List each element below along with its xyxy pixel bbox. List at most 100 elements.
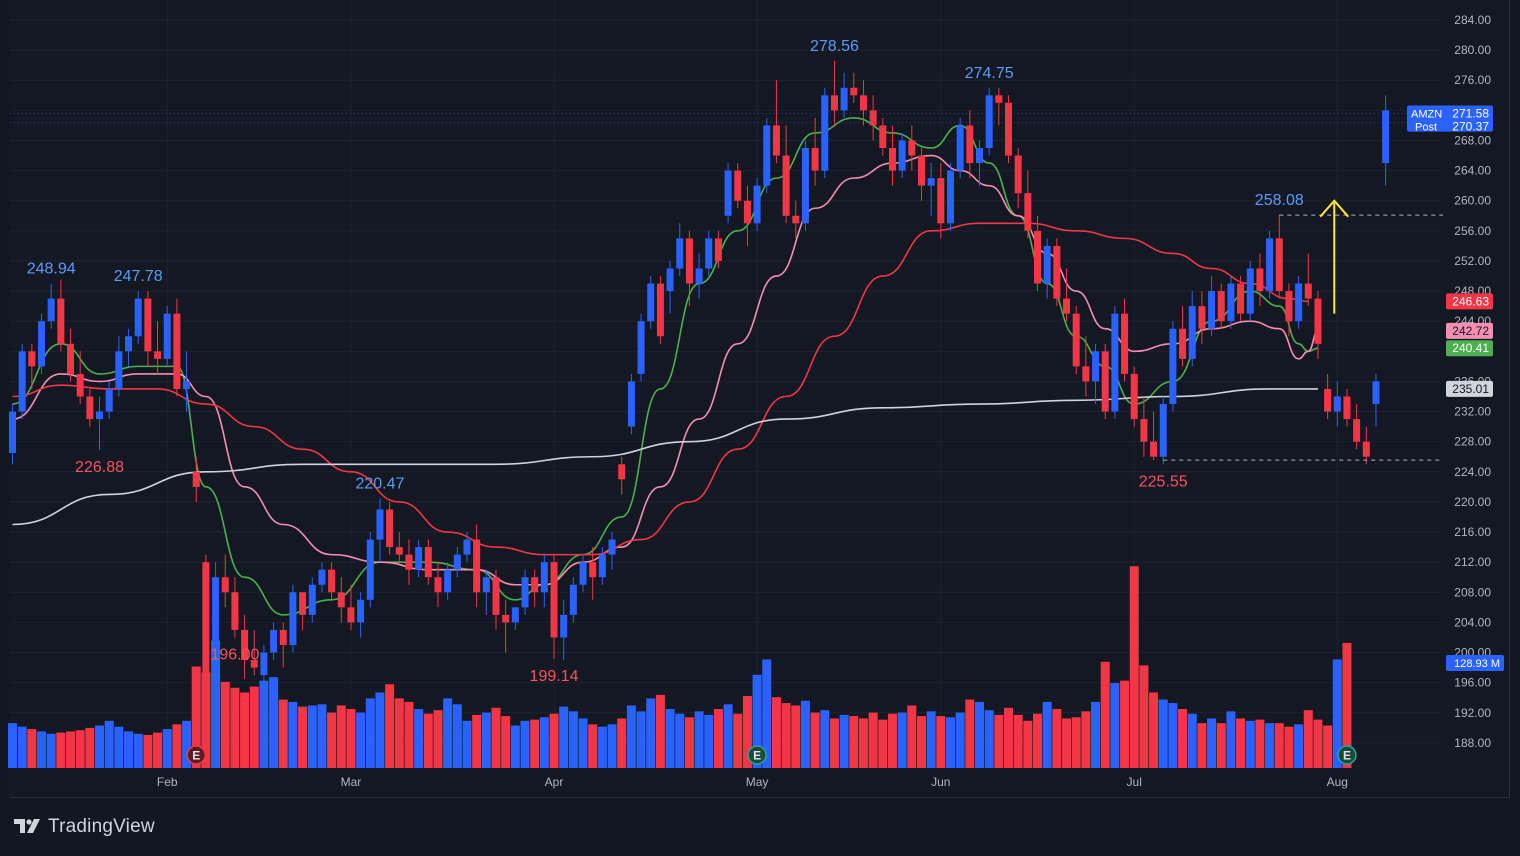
candle-body — [569, 584, 577, 615]
candle-body — [1130, 373, 1138, 420]
candle — [115, 336, 123, 397]
volume-bar — [955, 712, 965, 768]
candle-body — [386, 509, 394, 548]
volume-bar — [742, 696, 752, 768]
price-tick-label: 232.00 — [1454, 405, 1491, 419]
candle — [502, 599, 510, 653]
volume-bar — [839, 714, 849, 768]
plot-area[interactable] — [10, 0, 1510, 798]
candle — [76, 351, 84, 405]
candle — [1382, 95, 1390, 186]
volume-bar — [124, 731, 134, 768]
candle-body — [927, 178, 935, 186]
volume-bar — [1303, 710, 1313, 768]
candle-body — [676, 238, 684, 269]
candle — [376, 498, 384, 563]
candle-body — [1082, 366, 1090, 382]
candle-body — [502, 614, 510, 623]
candle-body — [1053, 245, 1061, 299]
volume-bar — [752, 674, 762, 768]
candle — [1295, 276, 1303, 329]
candle — [782, 125, 790, 224]
earnings-label: E — [753, 749, 761, 763]
candle-body — [859, 95, 867, 111]
volume-bar — [211, 640, 221, 768]
candle — [511, 607, 519, 630]
volume-bar — [269, 677, 279, 768]
ma-price-label-text: 235.01 — [1452, 382, 1489, 396]
candle — [1014, 148, 1022, 209]
time-tick-label: Apr — [545, 775, 564, 789]
candles — [9, 60, 1390, 683]
candle-body — [1101, 351, 1109, 412]
candle-body — [1150, 441, 1158, 457]
candle — [1111, 306, 1119, 420]
volume-bar — [510, 725, 520, 768]
candle — [1275, 215, 1283, 299]
candle-body — [1092, 351, 1100, 382]
candle-body — [405, 554, 413, 570]
candle-body — [1285, 291, 1293, 322]
volume-bar — [240, 692, 250, 768]
volume-bar — [1033, 713, 1043, 768]
price-tick-label: 188.00 — [1454, 736, 1491, 750]
volume-bar — [713, 709, 723, 768]
price-tick-label: 216.00 — [1454, 525, 1491, 539]
candle-body — [57, 298, 65, 344]
volume-bar — [46, 733, 56, 768]
candle — [221, 554, 229, 608]
candle — [1005, 95, 1013, 164]
volume-bar — [829, 718, 839, 768]
candle — [850, 72, 858, 103]
candle — [1063, 268, 1071, 322]
volume-bar — [1245, 720, 1255, 768]
candle — [1217, 283, 1225, 329]
volume-bar — [965, 699, 975, 768]
volume-bar — [771, 697, 781, 768]
sma10-line — [12, 117, 1319, 616]
sma50-line — [12, 222, 1309, 556]
candle-body — [492, 577, 500, 615]
volume-bar — [887, 713, 897, 768]
candle-body — [96, 411, 104, 420]
price-chart[interactable]: 248.94 247.78 226.88 196.00 220.47 199.14 278.… — [0, 0, 1520, 800]
candle — [1372, 373, 1380, 427]
time-axis: Feb Mar Apr May Jun Jul Aug — [157, 775, 1348, 789]
candle-body — [627, 381, 635, 427]
candle — [212, 562, 220, 683]
candle — [1237, 276, 1245, 322]
candle-body — [801, 148, 809, 224]
candle — [405, 539, 413, 585]
volume-bar — [868, 712, 878, 768]
volume-bar — [994, 714, 1004, 768]
candle-body — [685, 238, 693, 284]
candle-body — [560, 614, 568, 638]
candle — [879, 117, 887, 156]
candle — [1266, 230, 1274, 299]
candle — [1053, 238, 1061, 307]
candle — [1072, 306, 1080, 374]
earnings-icon — [747, 745, 767, 765]
candle — [763, 117, 771, 194]
volume-bar — [356, 712, 366, 768]
candle-body — [1275, 238, 1283, 292]
arrow-head — [1319, 199, 1350, 218]
candle-body — [579, 562, 587, 585]
brand[interactable]: TradingView — [12, 812, 155, 842]
candle-body — [850, 87, 858, 96]
volume-bar — [1178, 709, 1188, 768]
volume-bar — [684, 717, 694, 768]
candle-body — [366, 539, 374, 600]
volume-bar — [781, 703, 791, 768]
volume-bar — [665, 709, 675, 768]
last-price-label-box — [1407, 105, 1493, 132]
volume-bar — [8, 723, 17, 768]
candle — [47, 283, 55, 329]
candle-body — [105, 388, 113, 412]
price-tick-label: 196.00 — [1454, 676, 1491, 690]
candle — [134, 291, 142, 344]
volume-bar — [501, 716, 511, 768]
candle — [67, 328, 75, 382]
candle-body — [637, 321, 645, 374]
